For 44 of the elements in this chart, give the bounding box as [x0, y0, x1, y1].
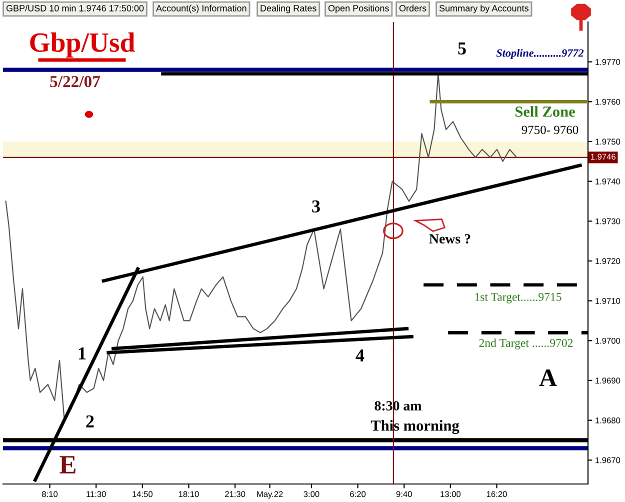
y-tick-label: 1.9700	[596, 338, 620, 344]
ref-line-label: 1.9746	[590, 154, 616, 160]
x-tick-label: May.22	[257, 491, 283, 499]
text: Account(s) Information	[156, 4, 246, 14]
annotation: 5	[458, 42, 466, 55]
x-tick-label: 16:20	[486, 491, 507, 498]
annotation: 2	[86, 415, 94, 428]
y-tick-label: 1.9730	[596, 218, 620, 224]
annotation: 4	[356, 349, 364, 362]
text: Summary by Accounts	[439, 4, 528, 14]
annotation: A	[539, 370, 557, 386]
y-tick-label: 1.9690	[596, 378, 620, 384]
x-tick-label: 3:00	[304, 491, 320, 498]
annotation: 9750- 9760	[522, 126, 578, 134]
x-tick-label: 8:10	[42, 491, 58, 498]
y-tick-label: 1.9710	[596, 298, 620, 304]
text: GBP/USD 10 min 1.9746 17:50:00	[6, 4, 144, 12]
annotation: Stopline..........9772	[496, 48, 584, 60]
text: Dealing Rates	[260, 4, 316, 14]
annotation: 3	[312, 200, 320, 213]
y-tick-label: 1.9760	[596, 98, 620, 105]
text: 5/22/07	[50, 76, 100, 88]
annotation: 1	[78, 347, 86, 360]
annotation: E	[60, 456, 76, 474]
text: Orders	[399, 4, 426, 12]
y-tick-label: 1.9720	[596, 258, 620, 264]
x-tick-label: 6:20	[350, 491, 366, 498]
annotation: 1st Target......9715	[475, 292, 562, 304]
annotation: News ?	[429, 234, 470, 244]
y-tick-label: 1.9740	[596, 178, 620, 184]
x-tick-label: 14:50	[132, 491, 153, 498]
x-tick-label: 18:10	[178, 491, 199, 498]
x-tick-label: 13:00	[440, 491, 461, 498]
text: Open Positions	[328, 4, 389, 14]
annotation: 2nd Target ......9702	[479, 338, 573, 350]
annotation: Sell Zone	[515, 106, 575, 117]
y-tick-label: 1.9770	[596, 59, 620, 65]
y-tick-label: 1.9680	[596, 417, 620, 424]
y-tick-label: 1.9670	[596, 457, 620, 464]
x-tick-label: 11:30	[86, 491, 106, 498]
chart-title: Gbp/Usd	[30, 32, 135, 58]
y-tick-label: 1.9750	[596, 138, 620, 145]
x-tick-label: 21:30	[225, 491, 246, 498]
x-tick-label: 9:40	[396, 491, 412, 498]
